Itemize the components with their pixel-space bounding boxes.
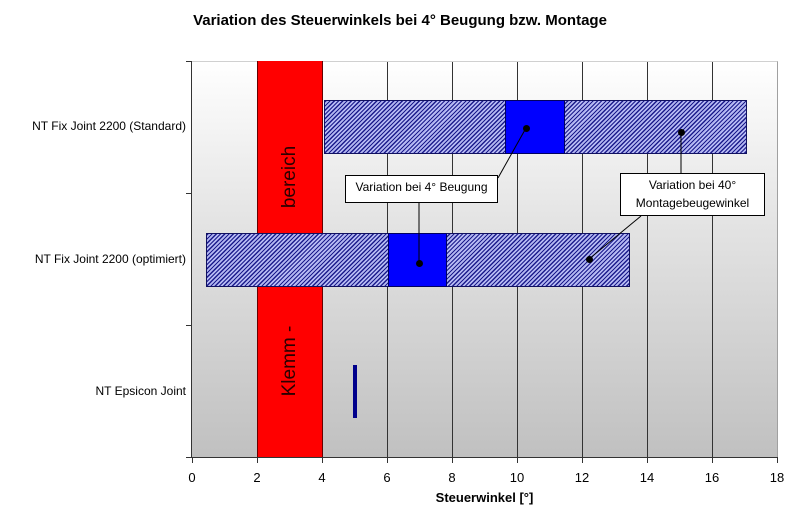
x-tick — [647, 457, 648, 463]
y-tick — [186, 61, 192, 62]
x-tick-label: 12 — [574, 470, 590, 485]
callout-beugung: Variation bei 4° Beugung — [345, 175, 498, 203]
category-label-epsicon: NT Epsicon Joint — [95, 384, 187, 398]
x-tick-label: 16 — [704, 470, 720, 485]
callout-montage-line2: Montagebeugewinkel — [635, 196, 750, 210]
x-tick-label: 8 — [448, 470, 456, 485]
gridline — [647, 62, 648, 458]
x-tick — [387, 457, 388, 463]
bar-epsicon — [353, 365, 357, 418]
x-tick — [582, 457, 583, 463]
x-tick — [257, 457, 258, 463]
y-tick — [186, 193, 192, 194]
callout-beugung-text: Variation bei 4° Beugung — [355, 180, 488, 194]
x-tick — [712, 457, 713, 463]
x-axis — [191, 457, 778, 458]
bar-standard-beugung — [505, 100, 565, 154]
x-tick-label: 0 — [188, 470, 196, 485]
x-tick — [777, 457, 778, 463]
x-tick — [452, 457, 453, 463]
y-axis — [191, 61, 192, 458]
y-tick — [186, 325, 192, 326]
callout-montage: Variation bei 40° Montagebeugewinkel — [620, 173, 765, 216]
x-tick — [192, 457, 193, 463]
chart-title: Variation des Steuerwinkels bei 4° Beugu… — [193, 12, 607, 29]
y-tick — [186, 457, 192, 458]
x-tick-label: 6 — [383, 470, 391, 485]
category-label-optimiert: NT Fix Joint 2200 (optimiert) — [34, 252, 186, 266]
x-tick — [517, 457, 518, 463]
x-tick — [322, 457, 323, 463]
category-label-standard: NT Fix Joint 2200 (Standard) — [32, 119, 186, 133]
x-tick-label: 14 — [639, 470, 655, 485]
x-tick-label: 4 — [318, 470, 326, 485]
x-axis-title: Steuerwinkel [°] — [435, 490, 534, 505]
x-tick-label: 2 — [253, 470, 261, 485]
marker-dot — [523, 125, 530, 132]
marker-dot — [678, 129, 685, 136]
callout-montage-line1: Variation bei 40° — [648, 178, 737, 192]
x-tick-label: 18 — [769, 470, 785, 485]
gridline — [712, 62, 713, 458]
marker-dot — [416, 260, 423, 267]
marker-dot — [586, 256, 593, 263]
x-tick-label: 10 — [509, 470, 525, 485]
